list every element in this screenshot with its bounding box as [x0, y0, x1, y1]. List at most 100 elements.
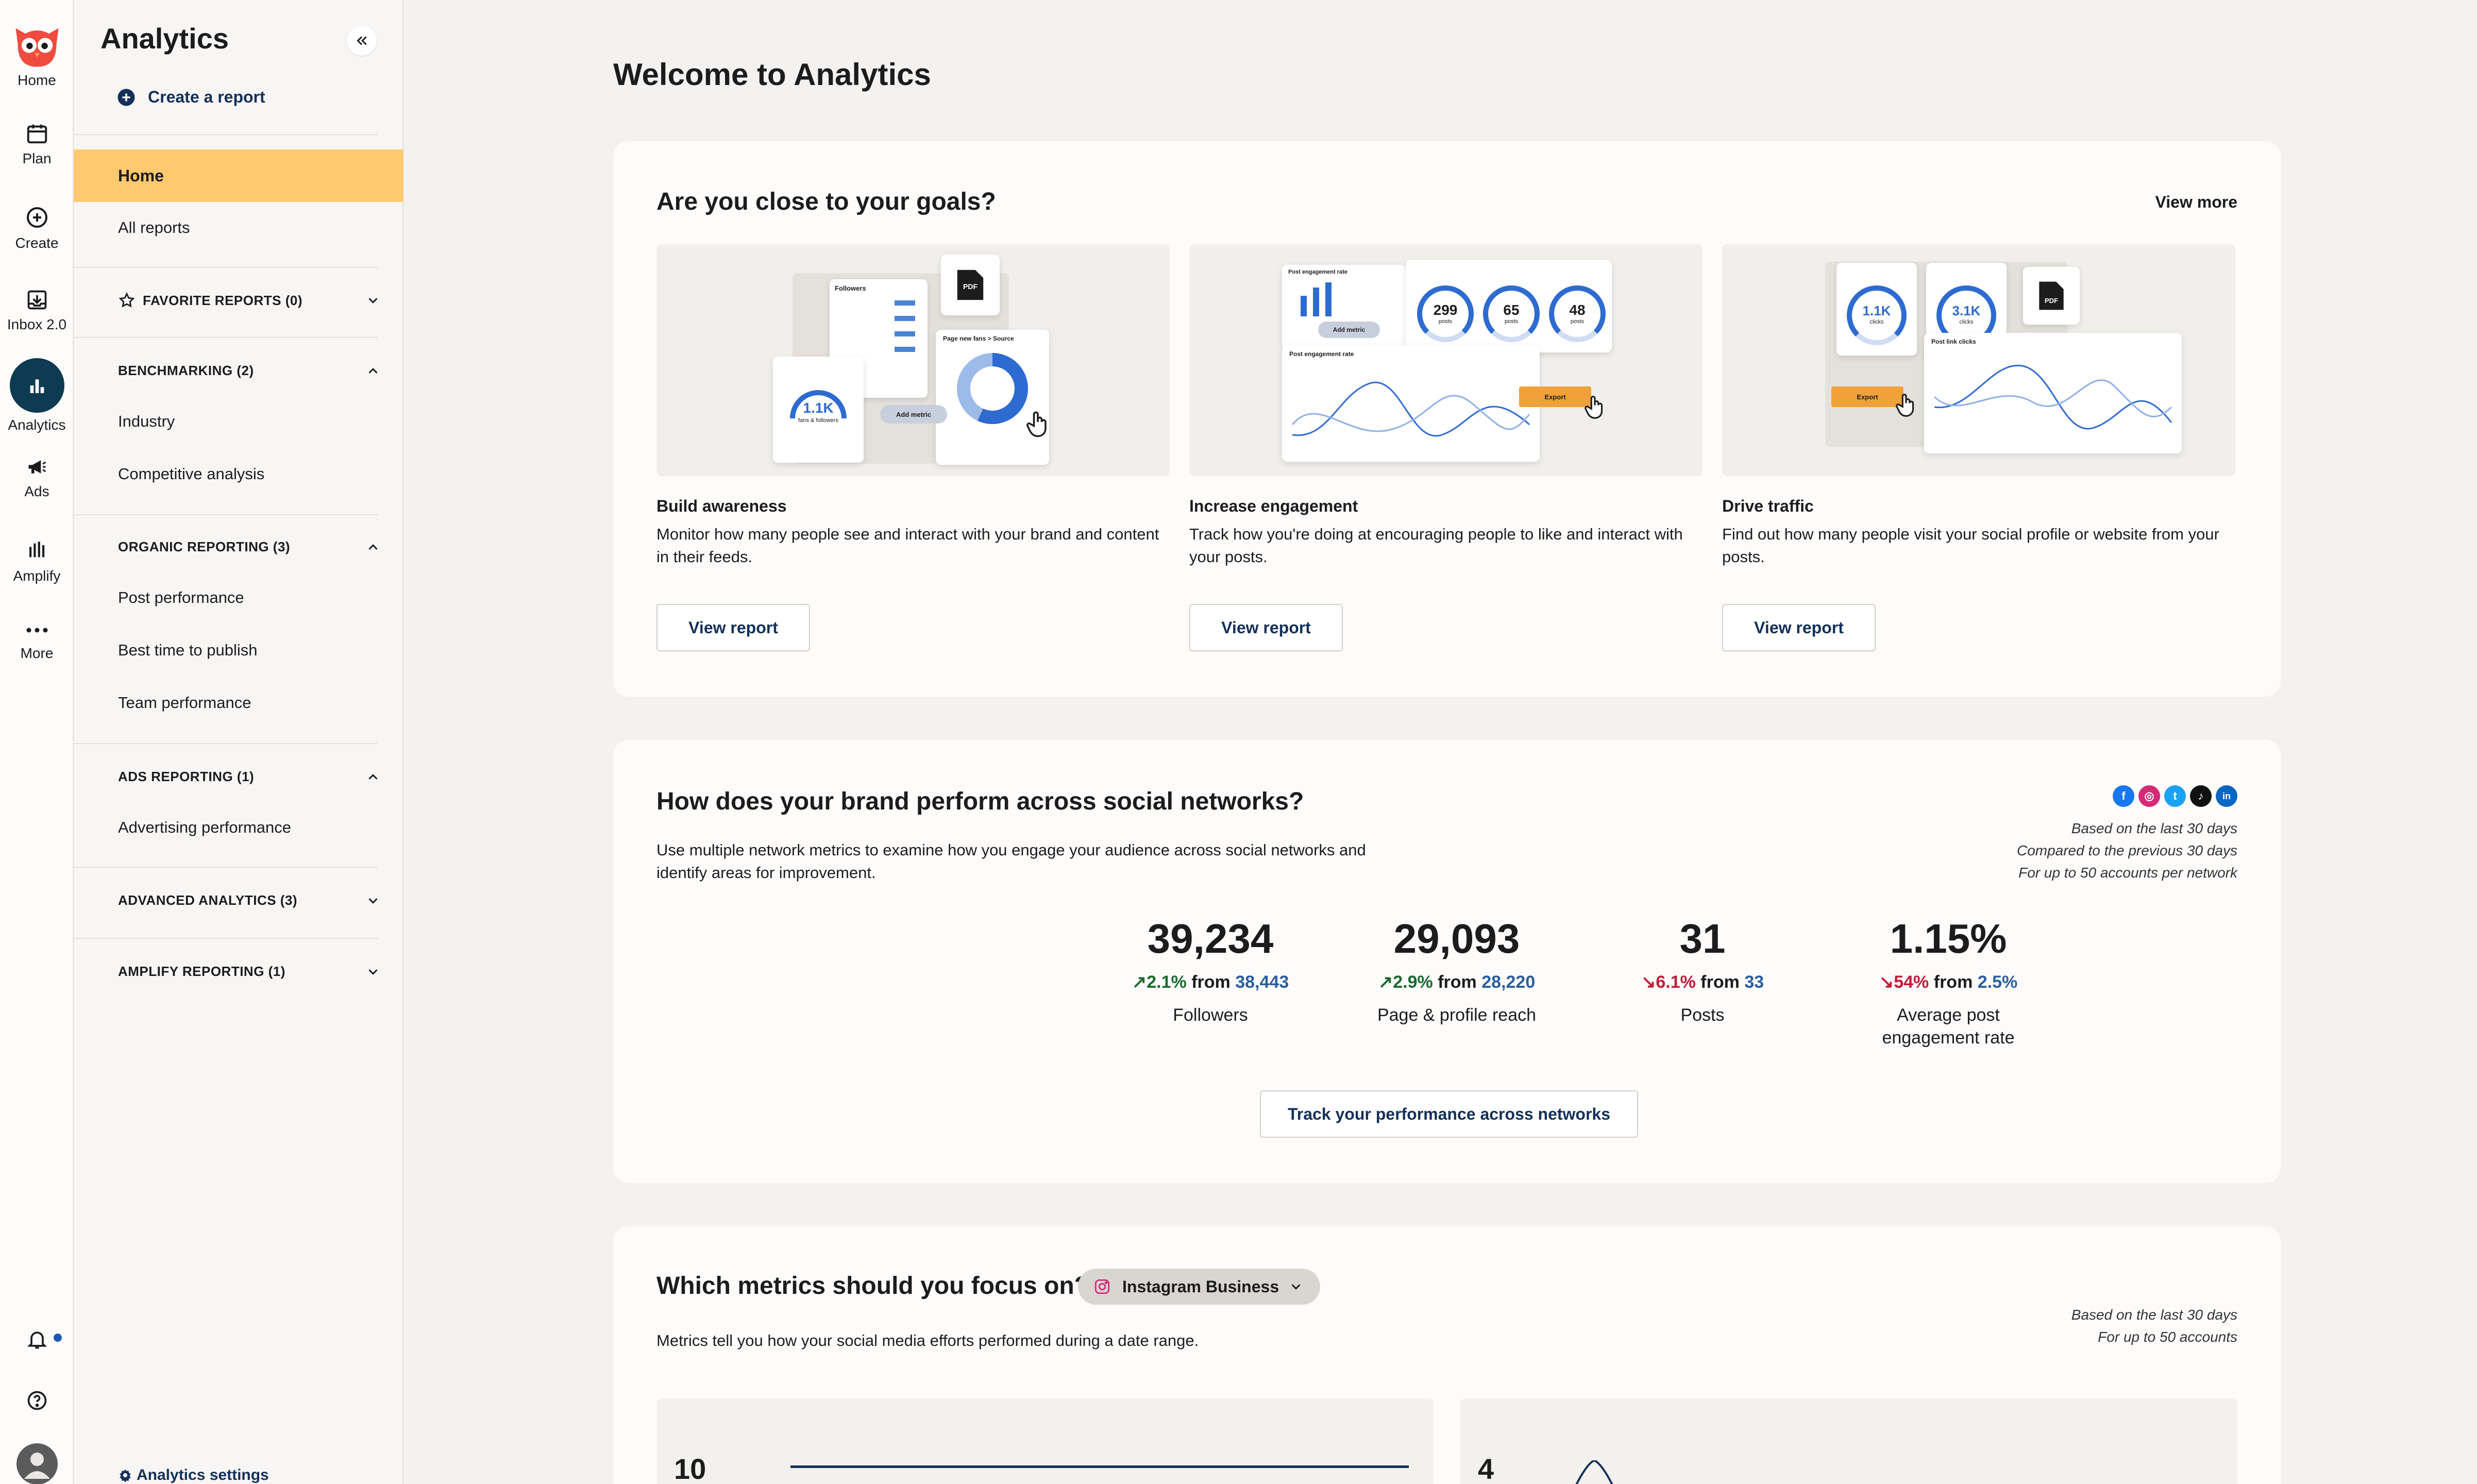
drive-traffic-illustration: 1.1K clicks 3.1K clicks PDF Post link cl…	[1722, 244, 2235, 476]
rail-item-analytics[interactable]: Analytics	[0, 358, 74, 433]
metrics-focus-card: Which metrics should you focus on? Insta…	[613, 1226, 2281, 1484]
sidebar-divider	[74, 267, 378, 268]
gauge-value: 1.1K	[1862, 303, 1891, 318]
view-more-link[interactable]: View more	[2155, 193, 2237, 211]
create-report-link[interactable]: Create a report	[117, 88, 265, 107]
goal-description: Find out how many people visit your soci…	[1722, 525, 2219, 566]
bar	[1325, 282, 1332, 316]
sidebar-item-post-performance[interactable]: Post performance	[118, 588, 244, 606]
tiktok-icon: ♪	[2190, 785, 2212, 807]
rail-label: Create	[15, 235, 59, 251]
chart-line	[1575, 1460, 1613, 1484]
section-title: ADS REPORTING (1)	[118, 769, 255, 784]
gauge-icon	[790, 390, 847, 419]
star-icon	[119, 292, 135, 308]
sidebar-item-competitive-analysis[interactable]: Competitive analysis	[118, 465, 265, 483]
gauge: 48 posts	[1549, 285, 1606, 342]
bar	[1313, 288, 1319, 316]
bar-chart-icon	[30, 379, 44, 393]
line-chart-icon	[1933, 364, 2172, 430]
gear-icon	[120, 1469, 131, 1482]
sidebar-item-best-time-to-publish[interactable]: Best time to publish	[118, 641, 258, 659]
sidebar-item-team-performance[interactable]: Team performance	[118, 694, 251, 712]
rail-item-plan[interactable]: Plan	[0, 122, 74, 167]
document-icon	[2039, 281, 2064, 310]
metric-followers: 39,234 ↗2.1% from 38,443 Followers	[1102, 915, 1319, 1026]
gauge: 299 posts	[1417, 285, 1474, 342]
donut-chart-icon	[957, 353, 1028, 424]
export-button-illustration: Export	[1519, 386, 1591, 407]
increase-engagement-illustration: Post engagement rate Add metric 299 post…	[1189, 244, 1703, 476]
network-icons: f ◎ t ♪ in	[2109, 785, 2237, 807]
gauge: 65 posts	[1483, 285, 1540, 342]
plus-circle-filled-icon	[117, 89, 135, 106]
fans-value: 1.1K	[803, 400, 834, 416]
help-icon	[27, 1391, 46, 1410]
sidebar-item-all-reports[interactable]: All reports	[118, 218, 190, 237]
help-button[interactable]	[0, 1389, 74, 1412]
rail-item-inbox[interactable]: Inbox 2.0	[0, 289, 74, 333]
gauge-value: 299	[1433, 302, 1458, 318]
metric-chart-right: 4	[1460, 1398, 2237, 1484]
facebook-icon: f	[2113, 785, 2134, 807]
chevron-down-icon	[368, 969, 378, 975]
trend-up-icon: ↗	[1132, 972, 1147, 992]
view-report-build-awareness-button[interactable]: View report	[656, 604, 810, 651]
bar	[1301, 296, 1307, 316]
sidebar-item-advertising-performance[interactable]: Advertising performance	[118, 818, 291, 836]
note-line: Compared to the previous 30 days	[2016, 842, 2237, 858]
add-metric-chip: Add metric	[880, 405, 947, 424]
sidebar-divider	[74, 743, 378, 744]
metric-posts: 31 ↘6.1% from 33 Posts	[1594, 915, 1811, 1026]
hand-cursor-icon	[1026, 411, 1047, 437]
avatar-icon	[16, 1443, 58, 1484]
sidebar-item-industry[interactable]: Industry	[118, 412, 175, 430]
sidebar-section-ads-reporting[interactable]: ADS REPORTING (1)	[118, 769, 381, 785]
note-line: Based on the last 30 days	[2071, 1307, 2237, 1323]
view-report-drive-traffic-button[interactable]: View report	[1722, 604, 1876, 651]
section-title: ORGANIC REPORTING (3)	[118, 539, 291, 554]
instagram-icon	[1094, 1279, 1110, 1294]
rail-item-amplify[interactable]: Amplify	[0, 538, 74, 584]
track-performance-button[interactable]: Track your performance across networks	[1260, 1090, 1638, 1138]
sidebar-section-organic-reporting[interactable]: ORGANIC REPORTING (3)	[118, 539, 381, 555]
rail-label: Analytics	[8, 417, 66, 433]
hand-cursor-icon	[1896, 394, 1914, 417]
rail-item-home[interactable]: Home	[0, 18, 74, 89]
network-select-dropdown[interactable]: Instagram Business	[1078, 1269, 1321, 1305]
rail-label: Ads	[24, 483, 49, 499]
sidebar-section-amplify-reporting[interactable]: AMPLIFY REPORTING (1)	[118, 964, 381, 980]
analytics-settings-link[interactable]: Analytics settings	[118, 1466, 269, 1484]
collapse-sidebar-button[interactable]	[347, 26, 377, 56]
rail-item-create[interactable]: Create	[0, 205, 74, 251]
trend-down-icon: ↘	[1641, 972, 1656, 992]
trend-down-icon: ↘	[1879, 972, 1894, 992]
fans-source-title: Page new fans > Source	[943, 335, 1014, 342]
sidebar-item-home[interactable]: Home	[74, 149, 403, 202]
sidebar-divider	[74, 938, 378, 939]
analytics-sidebar: Analytics Create a report Home All repor…	[74, 0, 403, 1484]
sidebar-section-advanced-analytics[interactable]: ADVANCED ANALYTICS (3)	[118, 892, 381, 908]
goal-card-build-awareness: Followers PDF 1.1K fans & follo	[656, 244, 1170, 568]
plus-circle-icon	[26, 207, 47, 228]
sidebar-divider	[74, 514, 378, 515]
metric-average-post-engagement-rate: 1.15% ↘54% from 2.5% Average post engage…	[1840, 915, 2057, 1049]
network-select-value: Instagram Business	[1122, 1277, 1279, 1296]
rail-item-ads[interactable]: Ads	[0, 456, 74, 500]
clicks-gauge-card: 1.1K clicks	[1836, 263, 1917, 356]
view-report-increase-engagement-button[interactable]: View report	[1189, 604, 1343, 651]
sidebar-section-benchmarking[interactable]: BENCHMARKING (2)	[118, 363, 381, 379]
more-icon	[26, 628, 47, 633]
app-rail: Home Plan Create Inbox 2.0 Analytics Ads	[0, 0, 74, 1484]
add-metric-chip: Add metric	[1318, 322, 1380, 338]
fans-label: fans & followers	[798, 417, 838, 424]
profile-avatar-button[interactable]	[0, 1443, 74, 1484]
metric-label: Page & profile reach	[1377, 1005, 1537, 1025]
goal-title: Build awareness	[656, 497, 787, 515]
document-icon	[957, 269, 984, 300]
rail-item-more[interactable]: More	[0, 627, 74, 662]
sidebar-section-favorite-reports[interactable]: FAVORITE REPORTS (0)	[118, 292, 381, 309]
goal-description: Monitor how many people see and interact…	[656, 525, 1159, 566]
notifications-button[interactable]	[0, 1327, 74, 1351]
posts-gauges-card: 299 posts 65 posts 48 posts	[1406, 260, 1612, 352]
